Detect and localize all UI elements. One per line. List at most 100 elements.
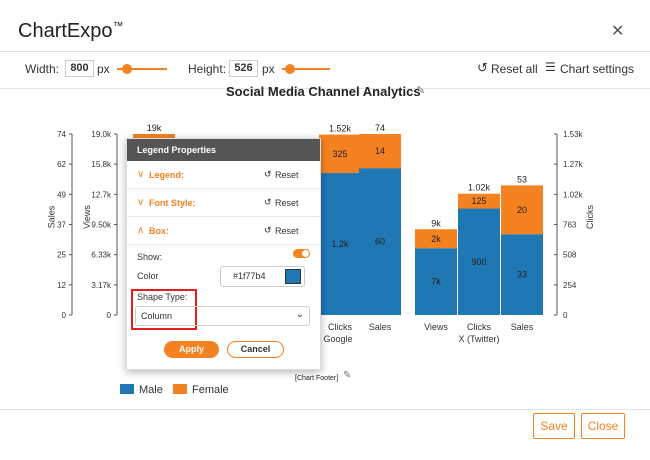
category-label: Sales bbox=[511, 322, 534, 332]
bar-male-label: 7k bbox=[431, 277, 441, 287]
bar-female-sales bbox=[359, 134, 401, 169]
height-input[interactable]: 526 bbox=[229, 60, 258, 77]
tick-label: 62 bbox=[57, 160, 66, 169]
tick-label: 19.0k bbox=[91, 130, 112, 139]
height-slider[interactable] bbox=[282, 68, 330, 70]
bar-male-sales bbox=[359, 168, 401, 315]
bar-female-label: 2k bbox=[431, 234, 441, 244]
tick-label: 763 bbox=[563, 221, 577, 230]
clicks-axis-title: Clicks bbox=[585, 205, 595, 229]
bar-total-label: 74 bbox=[375, 123, 385, 133]
height-unit: px bbox=[262, 62, 275, 76]
legend-reset-button[interactable]: Reset bbox=[275, 170, 299, 180]
bar-male-label: 900 bbox=[471, 257, 486, 267]
color-swatch[interactable] bbox=[285, 269, 301, 284]
legend-properties-panel: Legend Properties ∨ Legend: ↺ Reset ∨ Fo… bbox=[126, 138, 321, 370]
edit-title-icon[interactable]: ✎ bbox=[416, 85, 426, 97]
bar-female-clicks bbox=[458, 193, 500, 209]
chevron-down-icon[interactable]: ∨ bbox=[137, 197, 145, 208]
sales-axis-title: Sales bbox=[46, 205, 57, 229]
category-label: Sales bbox=[369, 322, 392, 332]
width-slider-knob[interactable] bbox=[122, 64, 132, 74]
shape-type-select[interactable]: Column ⌄ bbox=[135, 306, 310, 326]
font-style-reset-button[interactable]: Reset bbox=[275, 198, 299, 208]
views-axis-title: Views bbox=[81, 205, 92, 229]
width-label: Width: bbox=[25, 62, 60, 76]
bar-total-label: 19k bbox=[147, 123, 162, 133]
box-reset-button[interactable]: Reset bbox=[275, 226, 299, 236]
tick-label: 254 bbox=[563, 281, 577, 290]
width-slider[interactable] bbox=[117, 68, 167, 70]
bar-total-label: 53 bbox=[517, 174, 527, 184]
tick-label: 49 bbox=[57, 190, 66, 199]
box-row[interactable]: ∧ Box: ↺ Reset bbox=[127, 217, 320, 245]
bar-total-label: 9k bbox=[431, 218, 441, 228]
shape-type-highlight bbox=[131, 289, 197, 330]
color-input[interactable]: #1f77b4 bbox=[220, 266, 305, 287]
bar-total-label: 1.02k bbox=[468, 183, 491, 193]
chart-footer: [Chart Footer] bbox=[295, 375, 339, 382]
bar-male-label: 60 bbox=[375, 237, 385, 247]
reset-all-icon[interactable]: ↺ bbox=[477, 60, 488, 75]
bar-total-label: 1.52k bbox=[329, 124, 352, 134]
bar-male-sales bbox=[501, 234, 543, 315]
chevron-up-icon[interactable]: ∧ bbox=[137, 225, 145, 236]
reset-icon[interactable]: ↺ bbox=[264, 225, 272, 235]
box-section-label[interactable]: Box: bbox=[149, 226, 169, 236]
settings-sliders-icon[interactable]: ☰ bbox=[545, 60, 556, 74]
close-button[interactable]: Close bbox=[581, 413, 625, 439]
category-label: Views bbox=[424, 322, 448, 332]
shape-type-value[interactable]: Column bbox=[141, 311, 173, 321]
save-button[interactable]: Save bbox=[533, 413, 575, 439]
bar-male-label: 33 bbox=[517, 270, 527, 280]
reset-all-button[interactable]: Reset all bbox=[491, 62, 538, 76]
width-input[interactable]: 800 bbox=[65, 60, 94, 77]
color-hex-value[interactable]: #1f77b4 bbox=[233, 271, 266, 281]
chart-settings-button[interactable]: Chart settings bbox=[560, 62, 635, 76]
edit-footer-icon[interactable]: ✎ bbox=[343, 370, 352, 381]
tick-label: 508 bbox=[563, 251, 577, 260]
tick-label: 37 bbox=[57, 221, 66, 230]
tick-label: 0 bbox=[563, 311, 568, 320]
tick-label: 1.53k bbox=[563, 130, 584, 139]
footer-divider bbox=[0, 409, 650, 410]
tick-label: 3.17k bbox=[91, 281, 112, 290]
toolbar: Width: 800 px Height: 526 px ↺ Reset all… bbox=[0, 51, 650, 89]
tick-label: 0 bbox=[107, 311, 112, 320]
cancel-button[interactable]: Cancel bbox=[227, 341, 284, 358]
reset-icon[interactable]: ↺ bbox=[264, 197, 272, 207]
tick-label: 15.8k bbox=[91, 160, 112, 169]
panel-title: Legend Properties bbox=[127, 139, 320, 161]
bar-female-label: 14 bbox=[375, 146, 385, 156]
bar-male-clicks bbox=[458, 208, 500, 315]
legend-female-label: Female bbox=[192, 384, 229, 396]
chevron-down-icon[interactable]: ⌄ bbox=[295, 309, 304, 320]
legend-male-label: Male bbox=[139, 384, 163, 396]
height-slider-knob[interactable] bbox=[285, 64, 295, 74]
width-unit: px bbox=[97, 62, 110, 76]
legend-section-label[interactable]: Legend: bbox=[149, 170, 184, 180]
bar-female-views bbox=[133, 134, 175, 138]
height-label: Height: bbox=[188, 62, 227, 76]
toggle-knob bbox=[302, 250, 309, 257]
reset-icon[interactable]: ↺ bbox=[264, 169, 272, 179]
group-label: X (Twitter) bbox=[458, 334, 499, 344]
tick-label: 12 bbox=[57, 281, 66, 290]
bar-female-label: 20 bbox=[517, 205, 527, 215]
apply-button[interactable]: Apply bbox=[164, 341, 219, 358]
tick-label: 1.02k bbox=[563, 190, 584, 199]
font-style-section-label[interactable]: Font Style: bbox=[149, 198, 196, 208]
category-label: Clicks bbox=[467, 322, 491, 332]
app-title: ChartExpo™ bbox=[18, 20, 124, 42]
tick-label: 74 bbox=[57, 130, 66, 139]
close-icon[interactable]: ✕ bbox=[611, 23, 625, 40]
tick-label: 25 bbox=[57, 251, 66, 260]
bar-male-clicks bbox=[319, 173, 361, 315]
chevron-down-icon[interactable]: ∨ bbox=[137, 169, 145, 180]
font-style-row[interactable]: ∨ Font Style: ↺ Reset bbox=[127, 189, 320, 217]
chart-canvas: 74 62 49 37 25 12 0 19.0k 15.8k 12.7k 9.50k 6.33k 3.… bbox=[57, 123, 584, 344]
show-toggle[interactable] bbox=[293, 249, 310, 258]
bar-female-label: 325 bbox=[332, 149, 347, 159]
legend-row[interactable]: ∨ Legend: ↺ Reset bbox=[127, 161, 320, 189]
tick-label: 9.50k bbox=[91, 221, 112, 230]
